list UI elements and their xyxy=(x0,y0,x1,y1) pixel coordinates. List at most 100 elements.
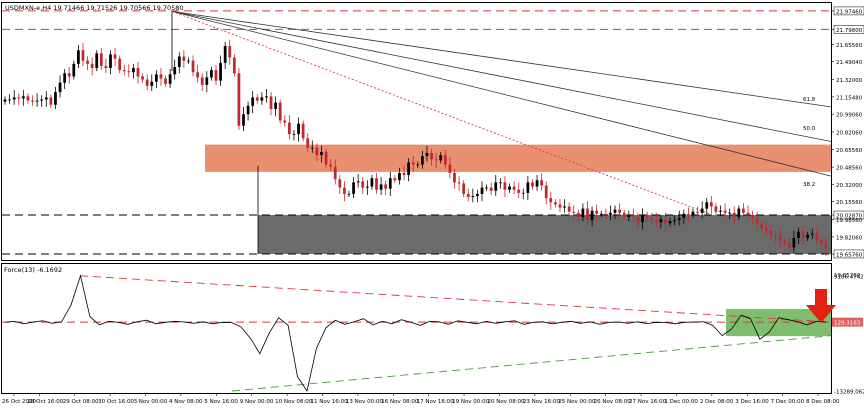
candle-body xyxy=(72,63,76,77)
candle-body xyxy=(755,218,759,225)
candle-body xyxy=(682,213,686,219)
down-arrow-shape xyxy=(806,289,836,323)
time-label: 4 Nov 08:00 xyxy=(169,399,203,405)
price-tick-label: 19.98560 xyxy=(836,218,863,224)
time-label: 8 Dec 08:00 xyxy=(806,399,840,405)
force-tick-label: 129.3163 xyxy=(834,321,861,327)
candle-body xyxy=(604,213,608,215)
candle-body xyxy=(595,210,599,214)
candle-body xyxy=(517,189,521,193)
candle-body xyxy=(122,70,126,72)
candle-body xyxy=(214,70,218,81)
candle-body xyxy=(12,97,16,100)
candle-body xyxy=(361,181,365,188)
force-tick-label: 19.65760 xyxy=(834,273,861,279)
time-label: 26 Oct 2020 xyxy=(2,399,37,405)
candle-body xyxy=(815,233,819,241)
candle-body xyxy=(67,73,71,77)
candle-body xyxy=(466,193,470,198)
time-label: 25 Nov 00:00 xyxy=(558,399,596,405)
price-tag-box xyxy=(833,210,864,220)
candle-body xyxy=(324,151,328,165)
candle-body xyxy=(448,164,452,173)
candle-body xyxy=(572,211,576,213)
force-panel-frame xyxy=(1,263,832,394)
candle-body xyxy=(645,214,649,219)
time-label: 10 Nov 08:00 xyxy=(275,399,313,405)
time-label: 29 Oct 08:00 xyxy=(63,399,99,405)
candle-body xyxy=(21,96,25,99)
candle-body xyxy=(278,102,282,121)
candle-body xyxy=(255,97,259,101)
dotted-trendline xyxy=(171,10,713,216)
candle-body xyxy=(521,192,525,194)
candle-body xyxy=(287,122,291,135)
price-tick-label: 21.32000 xyxy=(836,78,863,84)
candle-body xyxy=(31,100,34,102)
candle-body xyxy=(540,180,544,186)
candle-body xyxy=(668,221,672,224)
time-label: 20 Nov 08:00 xyxy=(487,399,525,405)
down-arrow-icon xyxy=(806,289,836,323)
price-tick-label: 19.82060 xyxy=(836,235,863,241)
indicator-label: Force(13) -6.1692 xyxy=(4,266,62,274)
candle-body xyxy=(599,213,603,215)
support-zone xyxy=(258,215,831,254)
candle-body xyxy=(746,212,750,215)
candle-body xyxy=(774,234,777,236)
candle-body xyxy=(292,134,296,135)
candle-body xyxy=(563,206,566,208)
candle-body xyxy=(806,234,810,238)
candle-body xyxy=(177,56,181,67)
price-tick-label: 21.15480 xyxy=(836,95,863,101)
chart-title: USDMXN-e,H4 19.71466 19.71526 19.70566 1… xyxy=(5,4,184,12)
candle-body xyxy=(764,228,768,231)
candle-body xyxy=(508,186,511,190)
candle-body xyxy=(40,99,44,101)
candle-body xyxy=(223,46,227,63)
candle-body xyxy=(544,185,548,199)
candle-body xyxy=(54,92,57,105)
candle-body xyxy=(677,218,681,221)
candle-body xyxy=(549,198,553,203)
time-label: 2 Dec 08:00 xyxy=(700,399,734,405)
candle-body xyxy=(168,74,172,84)
candle-body xyxy=(388,178,392,189)
price-tick-label: 21.49040 xyxy=(836,60,863,66)
candle-body xyxy=(320,151,323,156)
candle-body xyxy=(44,97,48,100)
time-label: 17 Nov 16:00 xyxy=(417,399,455,405)
candle-body xyxy=(173,66,177,75)
candle-body xyxy=(622,212,626,217)
candle-body xyxy=(480,187,484,194)
candle-body xyxy=(306,138,310,148)
candle-body xyxy=(567,206,571,212)
candle-body xyxy=(26,96,30,101)
time-label: 3 Nov 00:00 xyxy=(134,399,168,405)
candle-body xyxy=(191,60,195,73)
candle-body xyxy=(35,100,39,102)
time-label: 19 Nov 00:00 xyxy=(452,399,490,405)
candle-body xyxy=(411,162,415,165)
candle-body xyxy=(265,96,268,98)
candle-body xyxy=(338,179,342,188)
candle-body xyxy=(531,182,534,187)
candle-body xyxy=(297,123,300,135)
candle-body xyxy=(723,210,727,213)
candle-body xyxy=(778,235,782,242)
candle-body xyxy=(526,182,530,193)
candle-body xyxy=(99,53,103,66)
candle-body xyxy=(696,211,699,213)
candle-body xyxy=(751,214,754,219)
candle-body xyxy=(365,186,369,188)
candle-body xyxy=(416,164,420,166)
candle-body xyxy=(375,178,378,190)
candle-body xyxy=(457,182,461,184)
candle-body xyxy=(187,60,190,62)
candle-body xyxy=(558,204,562,208)
fib-labels: 61.8 50.0 38.2 xyxy=(803,97,816,188)
candle-body xyxy=(443,155,447,165)
candle-body xyxy=(512,186,516,190)
